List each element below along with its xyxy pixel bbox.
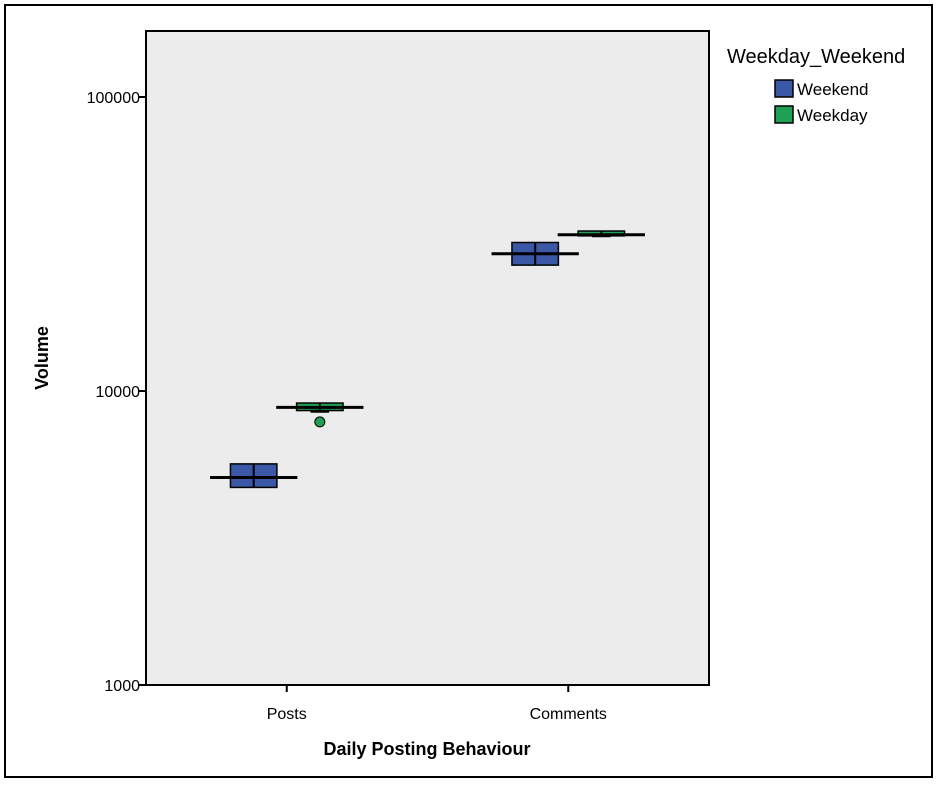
y-axis: 1000 10000 100000 [87,90,146,695]
x-axis: Posts Comments [267,685,607,723]
legend-label-weekend: Weekend [797,80,869,99]
outlier-point [314,416,326,428]
legend-label-weekday: Weekday [797,106,868,125]
y-tick-label: 1000 [104,678,140,695]
box-series [210,230,645,489]
x-tick-label: Comments [530,706,607,723]
box-weekday-comments [557,230,645,238]
legend-swatch-weekend [774,79,794,98]
legend: Weekday_Weekend Weekend Weekday [727,46,905,125]
y-tick-label: 10000 [96,384,141,401]
box-weekday-posts [276,402,364,428]
x-axis-title: Daily Posting Behaviour [323,739,530,759]
box-weekend-comments [491,241,579,266]
box-weekend-posts [210,463,298,489]
y-axis-title: Volume [32,326,52,390]
legend-swatch-weekday [774,105,794,124]
legend-title: Weekday_Weekend [727,46,905,68]
plot-area [145,30,710,686]
x-tick-label: Posts [267,706,307,723]
y-tick-label: 100000 [87,90,140,107]
